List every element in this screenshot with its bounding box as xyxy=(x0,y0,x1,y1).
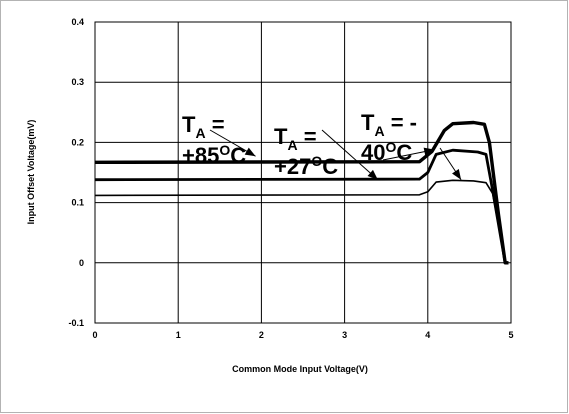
x-tick-label: 0 xyxy=(92,330,97,340)
annotation-ta-27-line1: TA = xyxy=(274,124,317,153)
x-tick-labels: 0 1 2 3 4 5 xyxy=(92,330,513,340)
annotation-ta-85-line2: +85OC xyxy=(182,142,246,168)
arrow-ta-85-head xyxy=(244,147,256,157)
x-tick-label: 4 xyxy=(425,330,430,340)
series-line-85c xyxy=(94,179,509,264)
plot-area-border xyxy=(94,21,512,324)
annotation-ta-27-line2: +27OC xyxy=(274,153,338,179)
x-tick-label: 1 xyxy=(176,330,181,340)
y-tick-label: 0.1 xyxy=(71,198,84,208)
y-tick-label: 0 xyxy=(79,258,84,268)
arrow-ta-27-line xyxy=(321,129,379,181)
annotation-arrows xyxy=(209,129,462,181)
annotation-ta-minus-40-line2: 40OC xyxy=(361,139,412,165)
y-tick-label: 0.2 xyxy=(71,137,84,147)
annotation-ta-85-line1: TA = xyxy=(182,112,225,141)
series-line-minus-40c xyxy=(94,120,509,265)
annotation-ta-85: TA = +85OC xyxy=(182,112,246,168)
y-tick-label: -0.1 xyxy=(68,318,84,328)
annotation-ta-27: TA = +27OC xyxy=(274,124,338,179)
arrow-ta-minus-40-head xyxy=(452,168,462,180)
annotation-ta-minus-40: TA = - 40OC xyxy=(361,110,417,165)
arrow-ta-27-head xyxy=(367,169,378,180)
y-tick-label: 0.3 xyxy=(71,77,84,87)
arrow-ta-minus-40-b-head xyxy=(423,147,435,156)
y-axis-label: Input Offset Voltage(mV) xyxy=(26,120,36,225)
annotation-ta-minus-40-line1: TA = - xyxy=(361,110,417,139)
x-tick-label: 2 xyxy=(259,330,264,340)
y-tick-labels: -0.1 0 0.1 0.2 0.3 0.4 xyxy=(68,17,84,328)
x-tick-label: 3 xyxy=(342,330,347,340)
series-lines xyxy=(94,120,509,265)
y-tick-label: 0.4 xyxy=(71,17,84,27)
x-axis-label: Common Mode Input Voltage(V) xyxy=(232,364,368,374)
x-tick-label: 5 xyxy=(508,330,513,340)
